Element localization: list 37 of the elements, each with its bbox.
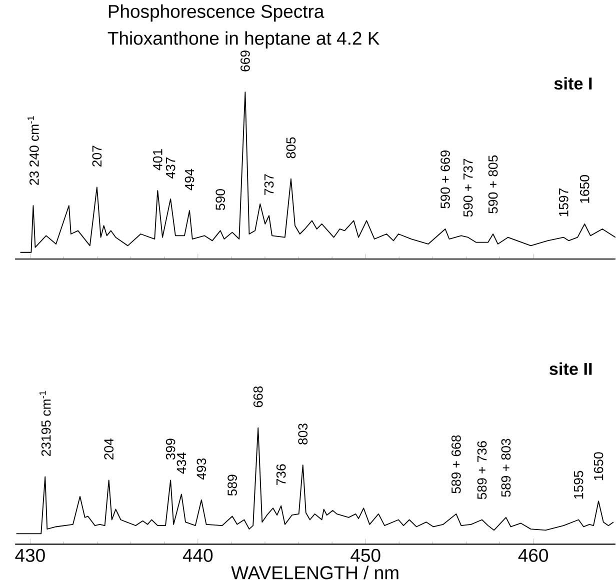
annotation: 1597 [558, 188, 568, 216]
annotation: 493 [196, 458, 206, 480]
annotation: 434 [176, 452, 186, 474]
annotation: 590 [216, 189, 226, 210]
text: site II [550, 362, 592, 376]
annotation: 590 + 805 [488, 156, 498, 214]
annotation: 590 + 737 [463, 158, 473, 217]
annotation: 589 [228, 474, 237, 496]
chart-subtitle: Thioxanthone in heptane at 4.2 K [108, 31, 380, 49]
annotation: 1650 [580, 175, 590, 204]
annotation: 589 + 803 [501, 439, 511, 497]
x-tick-label: 450 [350, 548, 380, 562]
annotation: 590 + 669 [440, 150, 450, 209]
x-tick-label: 430 [15, 548, 45, 562]
annotation: 399 [166, 438, 176, 460]
annotation: 736 [276, 464, 286, 486]
annotation: 1650 [594, 452, 604, 480]
annotation: 805 [286, 138, 296, 158]
chart-title: Phosphorescence Spectra [108, 4, 324, 22]
annotation: 494 [184, 169, 194, 190]
annotation: 1595 [574, 471, 584, 499]
x-tick-label: 460 [518, 548, 548, 562]
annotation: 437 [166, 158, 176, 179]
annotation: 23195 cm$^{-1}$ [39, 391, 51, 456]
text: site I [554, 77, 592, 90]
annotation: 23 240 cm$^{-1}$ [28, 116, 39, 186]
annotation: 803 [298, 424, 308, 445]
annotation: 207 [92, 146, 102, 167]
annotation: 669 [240, 50, 250, 72]
annotation: 589 + 736 [477, 441, 487, 500]
x-axis-title: WAVELENGTH / nm [231, 566, 398, 580]
annotation: 668 [253, 386, 263, 408]
annotation: 401 [152, 149, 162, 170]
x-tick-label: 440 [182, 548, 213, 562]
annotation: 737 [264, 174, 274, 196]
annotation: 204 [104, 438, 114, 460]
annotation: 589 + 668 [451, 436, 461, 494]
